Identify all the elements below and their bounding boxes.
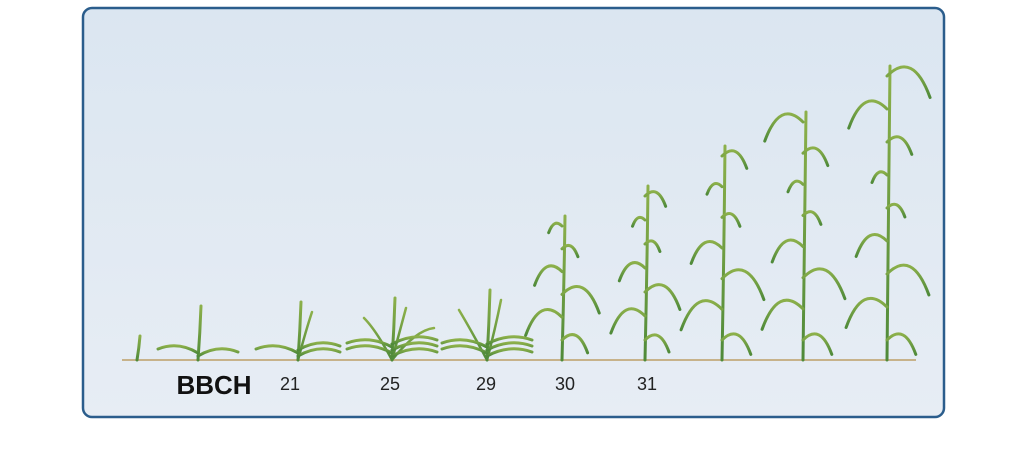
leaf — [720, 332, 753, 356]
leaf — [485, 335, 534, 346]
leaf — [885, 202, 907, 219]
stage-label: 25 — [380, 374, 400, 394]
stem — [135, 334, 142, 362]
leaf — [720, 149, 749, 170]
leaf — [885, 65, 932, 100]
stage-label: 29 — [476, 374, 496, 394]
leaf — [617, 261, 647, 283]
leaf — [885, 263, 931, 297]
leaf — [390, 341, 439, 352]
leaf — [763, 112, 805, 143]
leaf — [524, 308, 564, 337]
leaf — [485, 341, 534, 352]
stage-label: 30 — [555, 374, 575, 394]
leaf — [631, 215, 647, 228]
leaf — [801, 210, 823, 226]
panel — [81, 6, 946, 419]
leaf — [720, 268, 766, 302]
stem — [885, 64, 892, 362]
leaf — [440, 344, 489, 355]
tiller — [362, 316, 394, 362]
leaf — [156, 344, 200, 355]
leaf — [296, 347, 342, 358]
stem — [560, 214, 567, 362]
leaf — [440, 338, 489, 349]
leaf — [801, 146, 830, 168]
leaf — [720, 212, 742, 228]
leaf — [345, 338, 394, 349]
leaf — [533, 264, 564, 287]
leaf — [296, 341, 342, 352]
scale-label: BBCH — [176, 370, 251, 400]
leaf — [854, 233, 889, 258]
stem — [720, 144, 727, 362]
leaf — [844, 296, 889, 329]
leaf — [801, 267, 847, 301]
leaf — [705, 182, 724, 196]
leaf — [679, 299, 724, 332]
leaf — [254, 344, 300, 355]
leaf — [390, 335, 439, 346]
leaf — [786, 179, 805, 194]
leaf — [770, 238, 805, 264]
tiller — [457, 308, 489, 362]
leaf — [196, 347, 240, 358]
leaf — [609, 307, 647, 335]
leaf — [547, 221, 564, 235]
leaf — [870, 170, 889, 184]
plants — [135, 64, 932, 362]
leaf — [885, 332, 918, 356]
leaf — [885, 135, 914, 156]
leaf — [560, 333, 590, 355]
leaf — [643, 333, 671, 354]
leaf — [390, 347, 439, 358]
stem — [801, 110, 808, 362]
stage-label: 21 — [280, 374, 300, 394]
leaf — [345, 344, 394, 355]
leaf — [689, 240, 724, 265]
leaf — [560, 285, 601, 315]
leaf — [485, 347, 534, 358]
leaf — [643, 239, 662, 253]
leaf — [643, 190, 668, 208]
leaf — [760, 298, 805, 331]
stage-label: 31 — [637, 374, 657, 394]
leaf — [847, 99, 889, 130]
leaf — [560, 243, 580, 259]
leaf — [801, 332, 834, 356]
leaf — [643, 283, 682, 311]
